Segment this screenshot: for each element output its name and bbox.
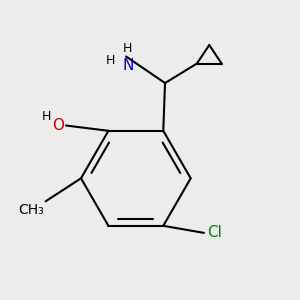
Text: N: N	[122, 58, 134, 73]
Text: H: H	[123, 42, 133, 55]
Text: CH₃: CH₃	[18, 203, 44, 217]
Text: H: H	[42, 110, 51, 123]
Text: Cl: Cl	[207, 225, 222, 240]
Text: O: O	[52, 118, 64, 133]
Text: H: H	[106, 53, 116, 67]
